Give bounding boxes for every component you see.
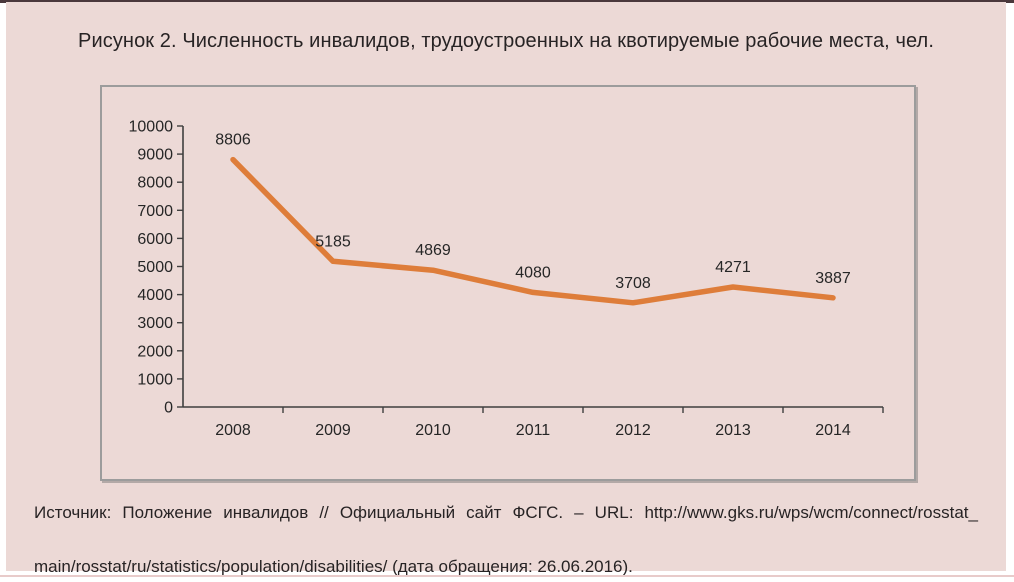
data-point-label: 5185 [315,233,351,250]
x-axis-label: 2010 [415,422,451,439]
y-axis-label: 6000 [137,231,173,248]
y-axis-label: 8000 [137,175,173,192]
source-line-1: Источник: Положение инвалидов // Официал… [34,503,978,522]
y-axis-label: 0 [164,400,173,417]
y-axis-label: 3000 [137,315,173,332]
page-background: Рисунок 2. Численность инвалидов, трудоу… [6,2,1006,576]
y-axis-label: 2000 [137,343,173,360]
source-text: Источник: Положение инвалидов // Официал… [34,499,978,580]
x-axis-label: 2008 [215,422,251,439]
x-axis-label: 2014 [815,422,851,439]
data-point-label: 3887 [815,270,851,287]
figure-caption: Рисунок 2. Численность инвалидов, трудоу… [78,30,934,52]
y-axis-label: 7000 [137,203,173,220]
source-line-2: main/rosstat/ru/statistics/population/di… [34,557,633,576]
x-axis-label: 2013 [715,422,751,439]
page-top-rule [0,0,1014,3]
line-chart-svg: 0 1000 2000 3000 4000 5000 6000 7000 8000 9000 100… [129,119,884,439]
data-point-label: 8806 [215,132,251,149]
y-axis-label: 4000 [137,287,173,304]
x-axis-label: 2009 [315,422,351,439]
data-point-label: 4080 [515,264,551,281]
page-bottom-rule [0,575,1014,577]
y-axis-label: 5000 [137,259,173,276]
data-point-label: 4869 [415,242,451,259]
data-point-label: 3708 [615,275,651,292]
chart-frame: 0 1000 2000 3000 4000 5000 6000 7000 8000 9000 100… [100,85,916,481]
y-axis-label: 10000 [129,119,174,136]
x-axis-label: 2012 [615,422,651,439]
y-axis-label: 9000 [137,147,173,164]
y-axis-label: 1000 [137,371,173,388]
x-axis-label: 2011 [516,422,551,439]
data-point-label: 4271 [715,259,751,276]
trend-line [230,156,836,306]
